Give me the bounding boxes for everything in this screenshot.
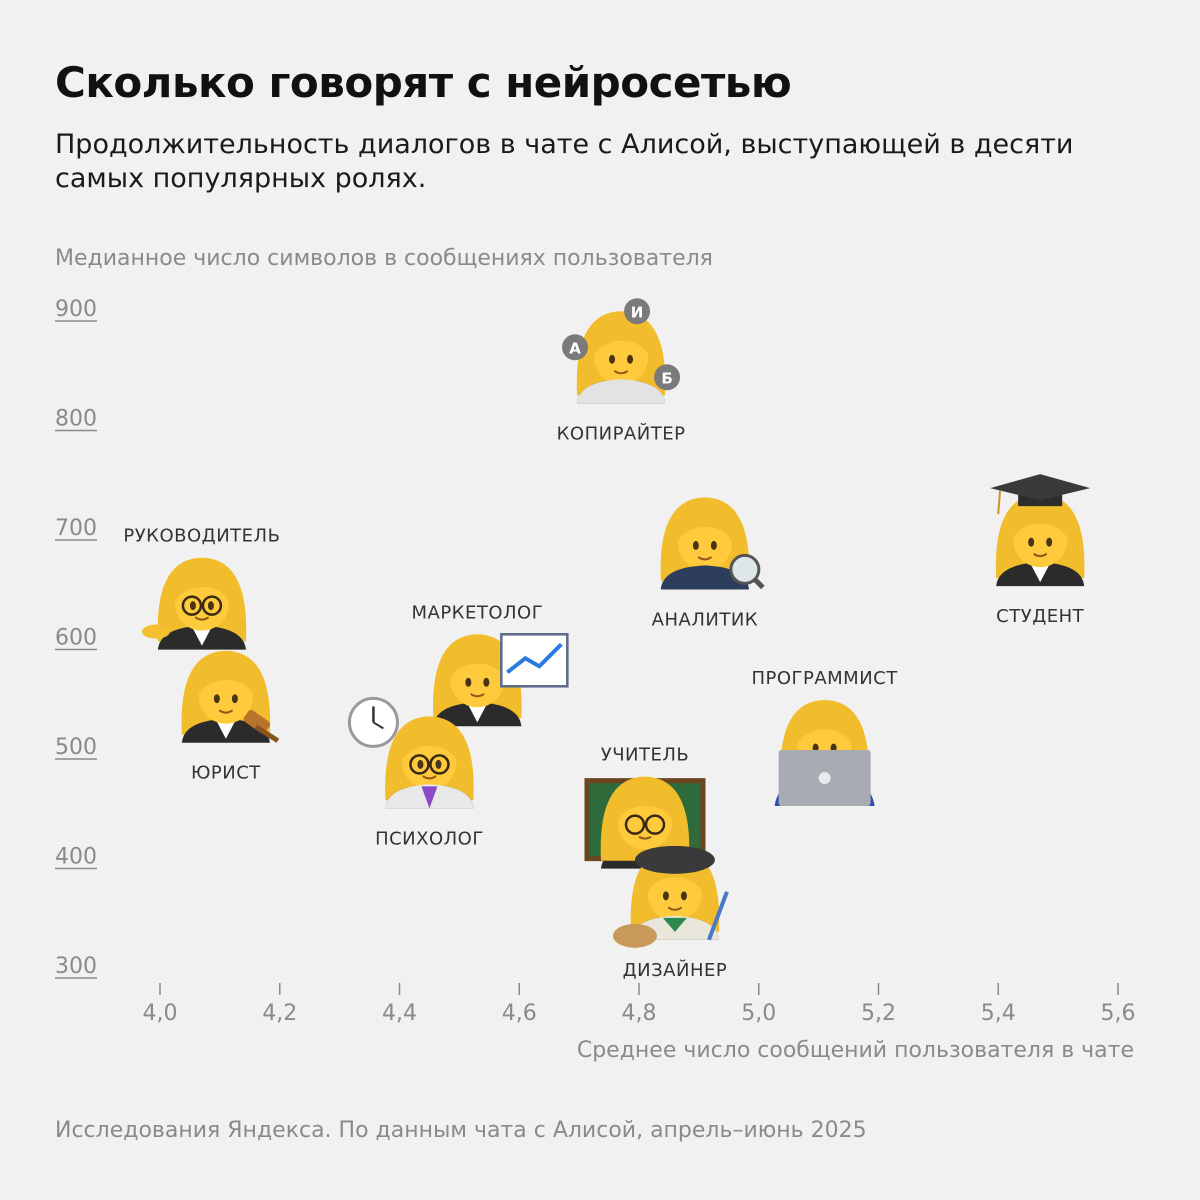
data-point: РУКОВОДИТЕЛЬ (123, 526, 280, 650)
data-point-label: ДИЗАЙНЕР (623, 959, 728, 981)
woman-judge-icon (181, 650, 280, 743)
data-point-label: МАРКЕТОЛОГ (411, 602, 543, 623)
juggling-ball-icon (562, 334, 589, 361)
chart-increasing-icon (500, 633, 569, 688)
y-tick-label: 600 (55, 626, 97, 651)
x-tick-label: 5,2 (861, 1001, 896, 1026)
x-tick-label: 4,8 (622, 1001, 657, 1026)
woman-teacher-icon (584, 776, 706, 869)
x-tick-label: 4,0 (143, 1001, 178, 1026)
chart-subtitle: Продолжительность диалогов в чате с Алис… (55, 129, 1074, 194)
data-point: СТУДЕНТ (990, 474, 1091, 627)
svg-text:А: А (569, 339, 581, 357)
data-point: ЮРИСТ (181, 650, 280, 784)
palette-icon (612, 923, 657, 948)
woman-student-icon (990, 474, 1091, 587)
y-tick-label: 900 (55, 297, 97, 322)
x-tick-label: 5,6 (1101, 1001, 1136, 1026)
x-axis: 4,0 4,2 4,4 4,6 4,8 5,0 5,2 5,4 5,6 (143, 983, 1136, 1026)
data-point: УЧИТЕЛЬ (584, 745, 706, 869)
chart-title: Сколько говорят с нейросетью (55, 58, 792, 107)
y-tick-label: 700 (55, 516, 97, 541)
woman-office-worker-icon (141, 557, 247, 650)
data-point: ПРОГРАММИСТ (751, 668, 898, 806)
data-point: ПСИХОЛОГ (347, 696, 484, 849)
beret-icon (634, 845, 715, 874)
source-note: Исследования Яндекса. По данным чата с А… (55, 1118, 867, 1143)
x-tick-label: 4,6 (502, 1001, 537, 1026)
data-point: АНАЛИТИК (652, 497, 765, 630)
x-axis-label: Среднее число сообщений пользователя в ч… (576, 1038, 1134, 1063)
juggling-ball-icon (654, 364, 681, 391)
y-tick-label: 300 (55, 954, 97, 979)
data-point-label: СТУДЕНТ (996, 606, 1085, 627)
y-tick-label: 500 (55, 735, 97, 760)
woman-technologist-icon (774, 700, 875, 806)
woman-juggler-icon: А И Б (562, 298, 681, 404)
y-tick-label: 800 (55, 407, 97, 432)
woman-marketer-icon (433, 633, 569, 727)
svg-text:И: И (631, 303, 644, 321)
x-tick-label: 5,4 (981, 1001, 1016, 1026)
data-point-label: УЧИТЕЛЬ (601, 745, 690, 766)
data-point: А И Б КОПИРАЙТЕР (557, 298, 686, 444)
x-tick-label: 4,4 (382, 1001, 417, 1026)
y-axis: 300 400 500 600 700 800 900 (55, 297, 97, 979)
data-point-label: ЮРИСТ (191, 763, 261, 784)
data-point: МАРКЕТОЛОГ (411, 602, 569, 727)
data-points: А И Б КОПИРАЙТЕР СТУДЕНТ АНАЛИТИК РУКОВОДИТЕЛЬ… (123, 298, 1091, 981)
juggling-ball-icon (624, 298, 651, 325)
data-point-label: РУКОВОДИТЕЛЬ (123, 526, 280, 547)
woman-detective-icon (660, 497, 765, 590)
svg-text:Б: Б (661, 369, 672, 387)
data-point-label: КОПИРАЙТЕР (557, 422, 686, 444)
scatter-chart: 300 400 500 600 700 800 900 4,0 4,2 4,4 4,6 4,8 5,0… (55, 297, 1136, 1026)
woman-artist-icon (612, 845, 729, 948)
woman-health-worker-icon (347, 696, 474, 809)
y-axis-label: Медианное число символов в сообщениях по… (55, 246, 713, 271)
data-point: ДИЗАЙНЕР (612, 845, 729, 981)
x-tick-label: 5,0 (741, 1001, 776, 1026)
data-point-label: ПРОГРАММИСТ (751, 668, 898, 689)
y-tick-label: 400 (55, 845, 97, 870)
data-point-label: АНАЛИТИК (652, 609, 758, 630)
x-tick-label: 4,2 (262, 1001, 297, 1026)
data-point-label: ПСИХОЛОГ (375, 828, 484, 849)
